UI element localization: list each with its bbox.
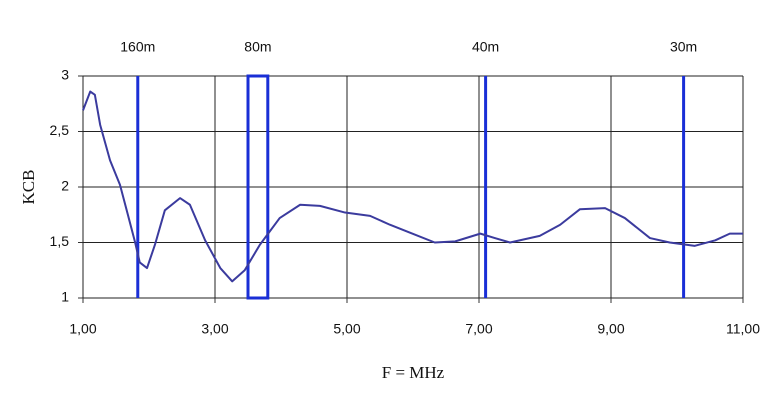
band-label: 40m bbox=[472, 39, 499, 55]
y-tick-label: 1 bbox=[61, 289, 69, 305]
band-label: 160m bbox=[120, 39, 155, 55]
x-tick-label: 1,00 bbox=[69, 321, 96, 337]
y-tick-label: 2 bbox=[61, 178, 69, 194]
x-tick-label: 3,00 bbox=[201, 321, 228, 337]
data-line bbox=[82, 90, 743, 283]
band-range bbox=[246, 74, 270, 300]
band-label: 30m bbox=[670, 39, 697, 55]
x-tick-label: 9,00 bbox=[597, 321, 624, 337]
y-tick-label: 1,5 bbox=[50, 233, 70, 249]
x-axis-label: F = MHz bbox=[382, 363, 445, 382]
x-tick-label: 7,00 bbox=[465, 321, 492, 337]
x-tick-label: 5,00 bbox=[333, 321, 360, 337]
band-label: 80m bbox=[244, 39, 271, 55]
y-tick-label: 3 bbox=[61, 67, 69, 83]
y-axis-label: KCB bbox=[19, 170, 38, 205]
y-tick-label: 2,5 bbox=[50, 122, 70, 138]
x-tick-label: 11,00 bbox=[726, 321, 760, 337]
